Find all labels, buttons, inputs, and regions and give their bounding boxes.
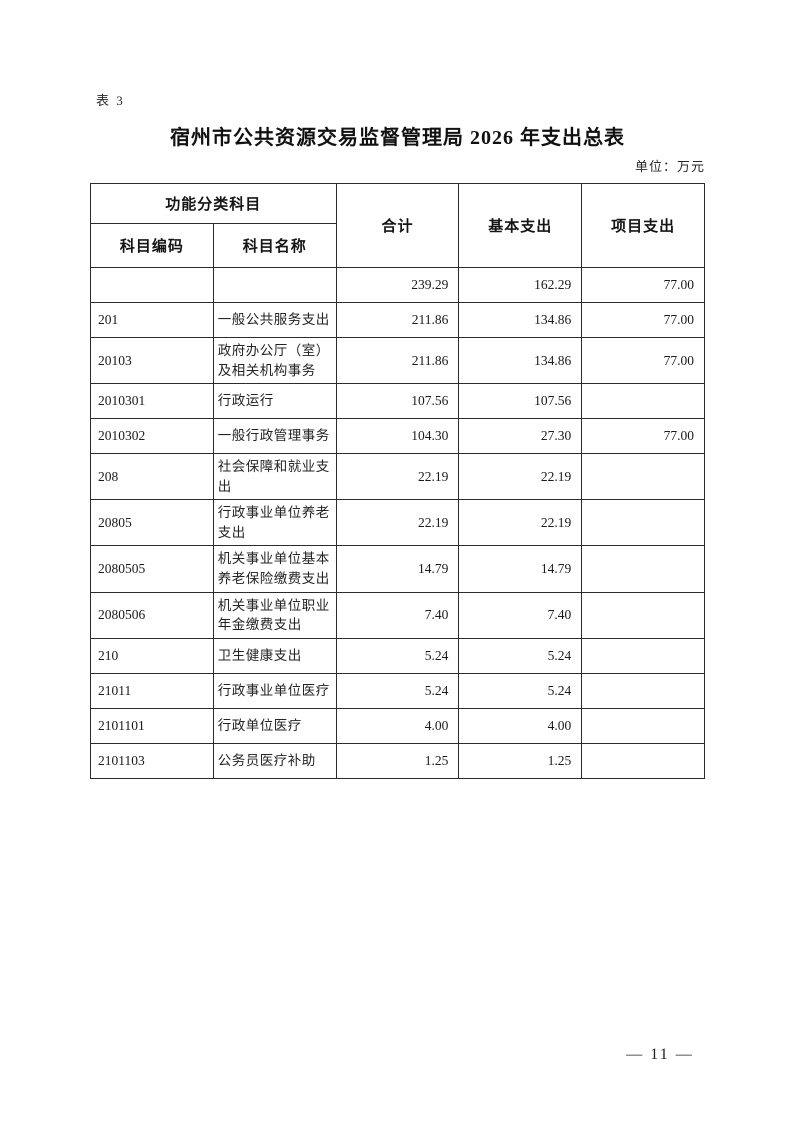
- project-expense-cell: [581, 707, 705, 744]
- total-cell: 5.24: [335, 672, 460, 709]
- subject-code-cell: 20103: [90, 336, 214, 385]
- project-expense-cell: 77.00: [581, 336, 705, 385]
- total-cell: 22.19: [335, 453, 460, 501]
- header-subject-code: 科目编码: [90, 223, 214, 268]
- total-cell: 4.00: [335, 707, 460, 744]
- header-row-sub: 科目编码 科目名称: [90, 223, 705, 268]
- total-cell: 211.86: [335, 336, 460, 385]
- project-expense-cell: [581, 672, 705, 709]
- table-row: 208 社会保障和就业支出 22.19 22.19: [90, 453, 705, 501]
- header-subject-name: 科目名称: [212, 223, 337, 268]
- project-expense-cell: [581, 499, 705, 547]
- total-cell: 14.79: [335, 545, 460, 593]
- basic-expense-cell: 1.25: [458, 742, 583, 779]
- subject-name-cell: 行政事业单位养老支出: [212, 499, 337, 547]
- basic-expense-cell: 4.00: [458, 707, 583, 744]
- table-row: 210 卫生健康支出 5.24 5.24: [90, 637, 705, 674]
- header-total: 合计: [335, 183, 460, 268]
- subject-code-cell: 21011: [90, 672, 214, 709]
- subject-code-cell: 20805: [90, 499, 214, 547]
- table-row: 2101103 公务员医疗补助 1.25 1.25: [90, 742, 705, 779]
- basic-expense-cell: 134.86: [458, 336, 583, 385]
- subject-name-cell: 机关事业单位基本养老保险缴费支出: [212, 545, 337, 593]
- table-row: 20805 行政事业单位养老支出 22.19 22.19: [90, 499, 705, 547]
- subject-code-cell: 208: [90, 453, 214, 501]
- project-expense-cell: [581, 591, 705, 639]
- table-row: 20103 政府办公厅（室）及相关机构事务 211.86 134.86 77.0…: [90, 336, 705, 385]
- table-label: 表 3: [96, 93, 125, 108]
- basic-expense-cell: 5.24: [458, 672, 583, 709]
- subject-code-cell: 2080505: [90, 545, 214, 593]
- expenditure-table: 功能分类科目 合计 基本支出 项目支出 科目编码 科目名称 239.29 162…: [90, 183, 705, 779]
- project-expense-cell: [581, 637, 705, 674]
- subject-name-cell: 一般公共服务支出: [212, 302, 337, 338]
- project-expense-cell: [581, 383, 705, 420]
- subject-name-cell: 机关事业单位职业年金缴费支出: [212, 591, 337, 639]
- subject-name-cell: 行政事业单位医疗: [212, 672, 337, 709]
- basic-expense-cell: 162.29: [458, 267, 583, 303]
- total-cell: 1.25: [335, 742, 460, 779]
- table-row: 2010302 一般行政管理事务 104.30 27.30 77.00: [90, 418, 705, 455]
- project-expense-cell: [581, 545, 705, 593]
- subject-name-cell: [212, 267, 337, 303]
- basic-expense-cell: 27.30: [458, 418, 583, 455]
- project-expense-cell: [581, 742, 705, 779]
- project-expense-cell: 77.00: [581, 418, 705, 455]
- header-project-expense: 项目支出: [581, 183, 705, 268]
- total-cell: 5.24: [335, 637, 460, 674]
- table-body: 239.29 162.29 77.00 201 一般公共服务支出 211.86 …: [90, 267, 705, 779]
- subject-name-cell: 社会保障和就业支出: [212, 453, 337, 501]
- total-cell: 211.86: [335, 302, 460, 338]
- project-expense-cell: [581, 453, 705, 501]
- total-cell: 104.30: [335, 418, 460, 455]
- header-basic-expense: 基本支出: [458, 183, 583, 268]
- subject-code-cell: 201: [90, 302, 214, 338]
- subject-name-cell: 卫生健康支出: [212, 637, 337, 674]
- table-row: 2101101 行政单位医疗 4.00 4.00: [90, 707, 705, 744]
- basic-expense-cell: 134.86: [458, 302, 583, 338]
- header-row-group: 功能分类科目 合计 基本支出 项目支出: [90, 183, 705, 268]
- subject-name-cell: 行政单位医疗: [212, 707, 337, 744]
- basic-expense-cell: 22.19: [458, 499, 583, 547]
- subject-name-cell: 一般行政管理事务: [212, 418, 337, 455]
- subject-code-cell: 2101101: [90, 707, 214, 744]
- basic-expense-cell: 7.40: [458, 591, 583, 639]
- subject-code-cell: [90, 267, 214, 303]
- basic-expense-cell: 14.79: [458, 545, 583, 593]
- subject-code-cell: 210: [90, 637, 214, 674]
- subject-name-cell: 政府办公厅（室）及相关机构事务: [212, 336, 337, 385]
- total-cell: 7.40: [335, 591, 460, 639]
- subject-name-cell: 公务员医疗补助: [212, 742, 337, 779]
- table-row: 2010301 行政运行 107.56 107.56: [90, 383, 705, 420]
- basic-expense-cell: 22.19: [458, 453, 583, 501]
- table-header: 功能分类科目 合计 基本支出 项目支出 科目编码 科目名称: [90, 183, 705, 268]
- subject-code-cell: 2080506: [90, 591, 214, 639]
- page-title: 宿州市公共资源交易监督管理局 2026 年支出总表: [170, 127, 625, 149]
- subject-name-cell: 行政运行: [212, 383, 337, 420]
- table-row: 2080505 机关事业单位基本养老保险缴费支出 14.79 14.79: [90, 545, 705, 593]
- project-expense-cell: 77.00: [581, 302, 705, 338]
- unit-note: 单位：万元: [634, 159, 705, 174]
- basic-expense-cell: 107.56: [458, 383, 583, 420]
- page-number: — 11 —: [626, 1046, 694, 1063]
- project-expense-cell: 77.00: [581, 267, 705, 303]
- subject-code-cell: 2010302: [90, 418, 214, 455]
- table-row: 201 一般公共服务支出 211.86 134.86 77.00: [90, 302, 705, 338]
- total-cell: 107.56: [335, 383, 460, 420]
- table-row: 2080506 机关事业单位职业年金缴费支出 7.40 7.40: [90, 591, 705, 639]
- basic-expense-cell: 5.24: [458, 637, 583, 674]
- table-row: 239.29 162.29 77.00: [90, 267, 705, 303]
- total-cell: 22.19: [335, 499, 460, 547]
- header-function-category: 功能分类科目: [90, 183, 337, 224]
- subject-code-cell: 2101103: [90, 742, 214, 779]
- table-row: 21011 行政事业单位医疗 5.24 5.24: [90, 672, 705, 709]
- subject-code-cell: 2010301: [90, 383, 214, 420]
- total-cell: 239.29: [335, 267, 460, 303]
